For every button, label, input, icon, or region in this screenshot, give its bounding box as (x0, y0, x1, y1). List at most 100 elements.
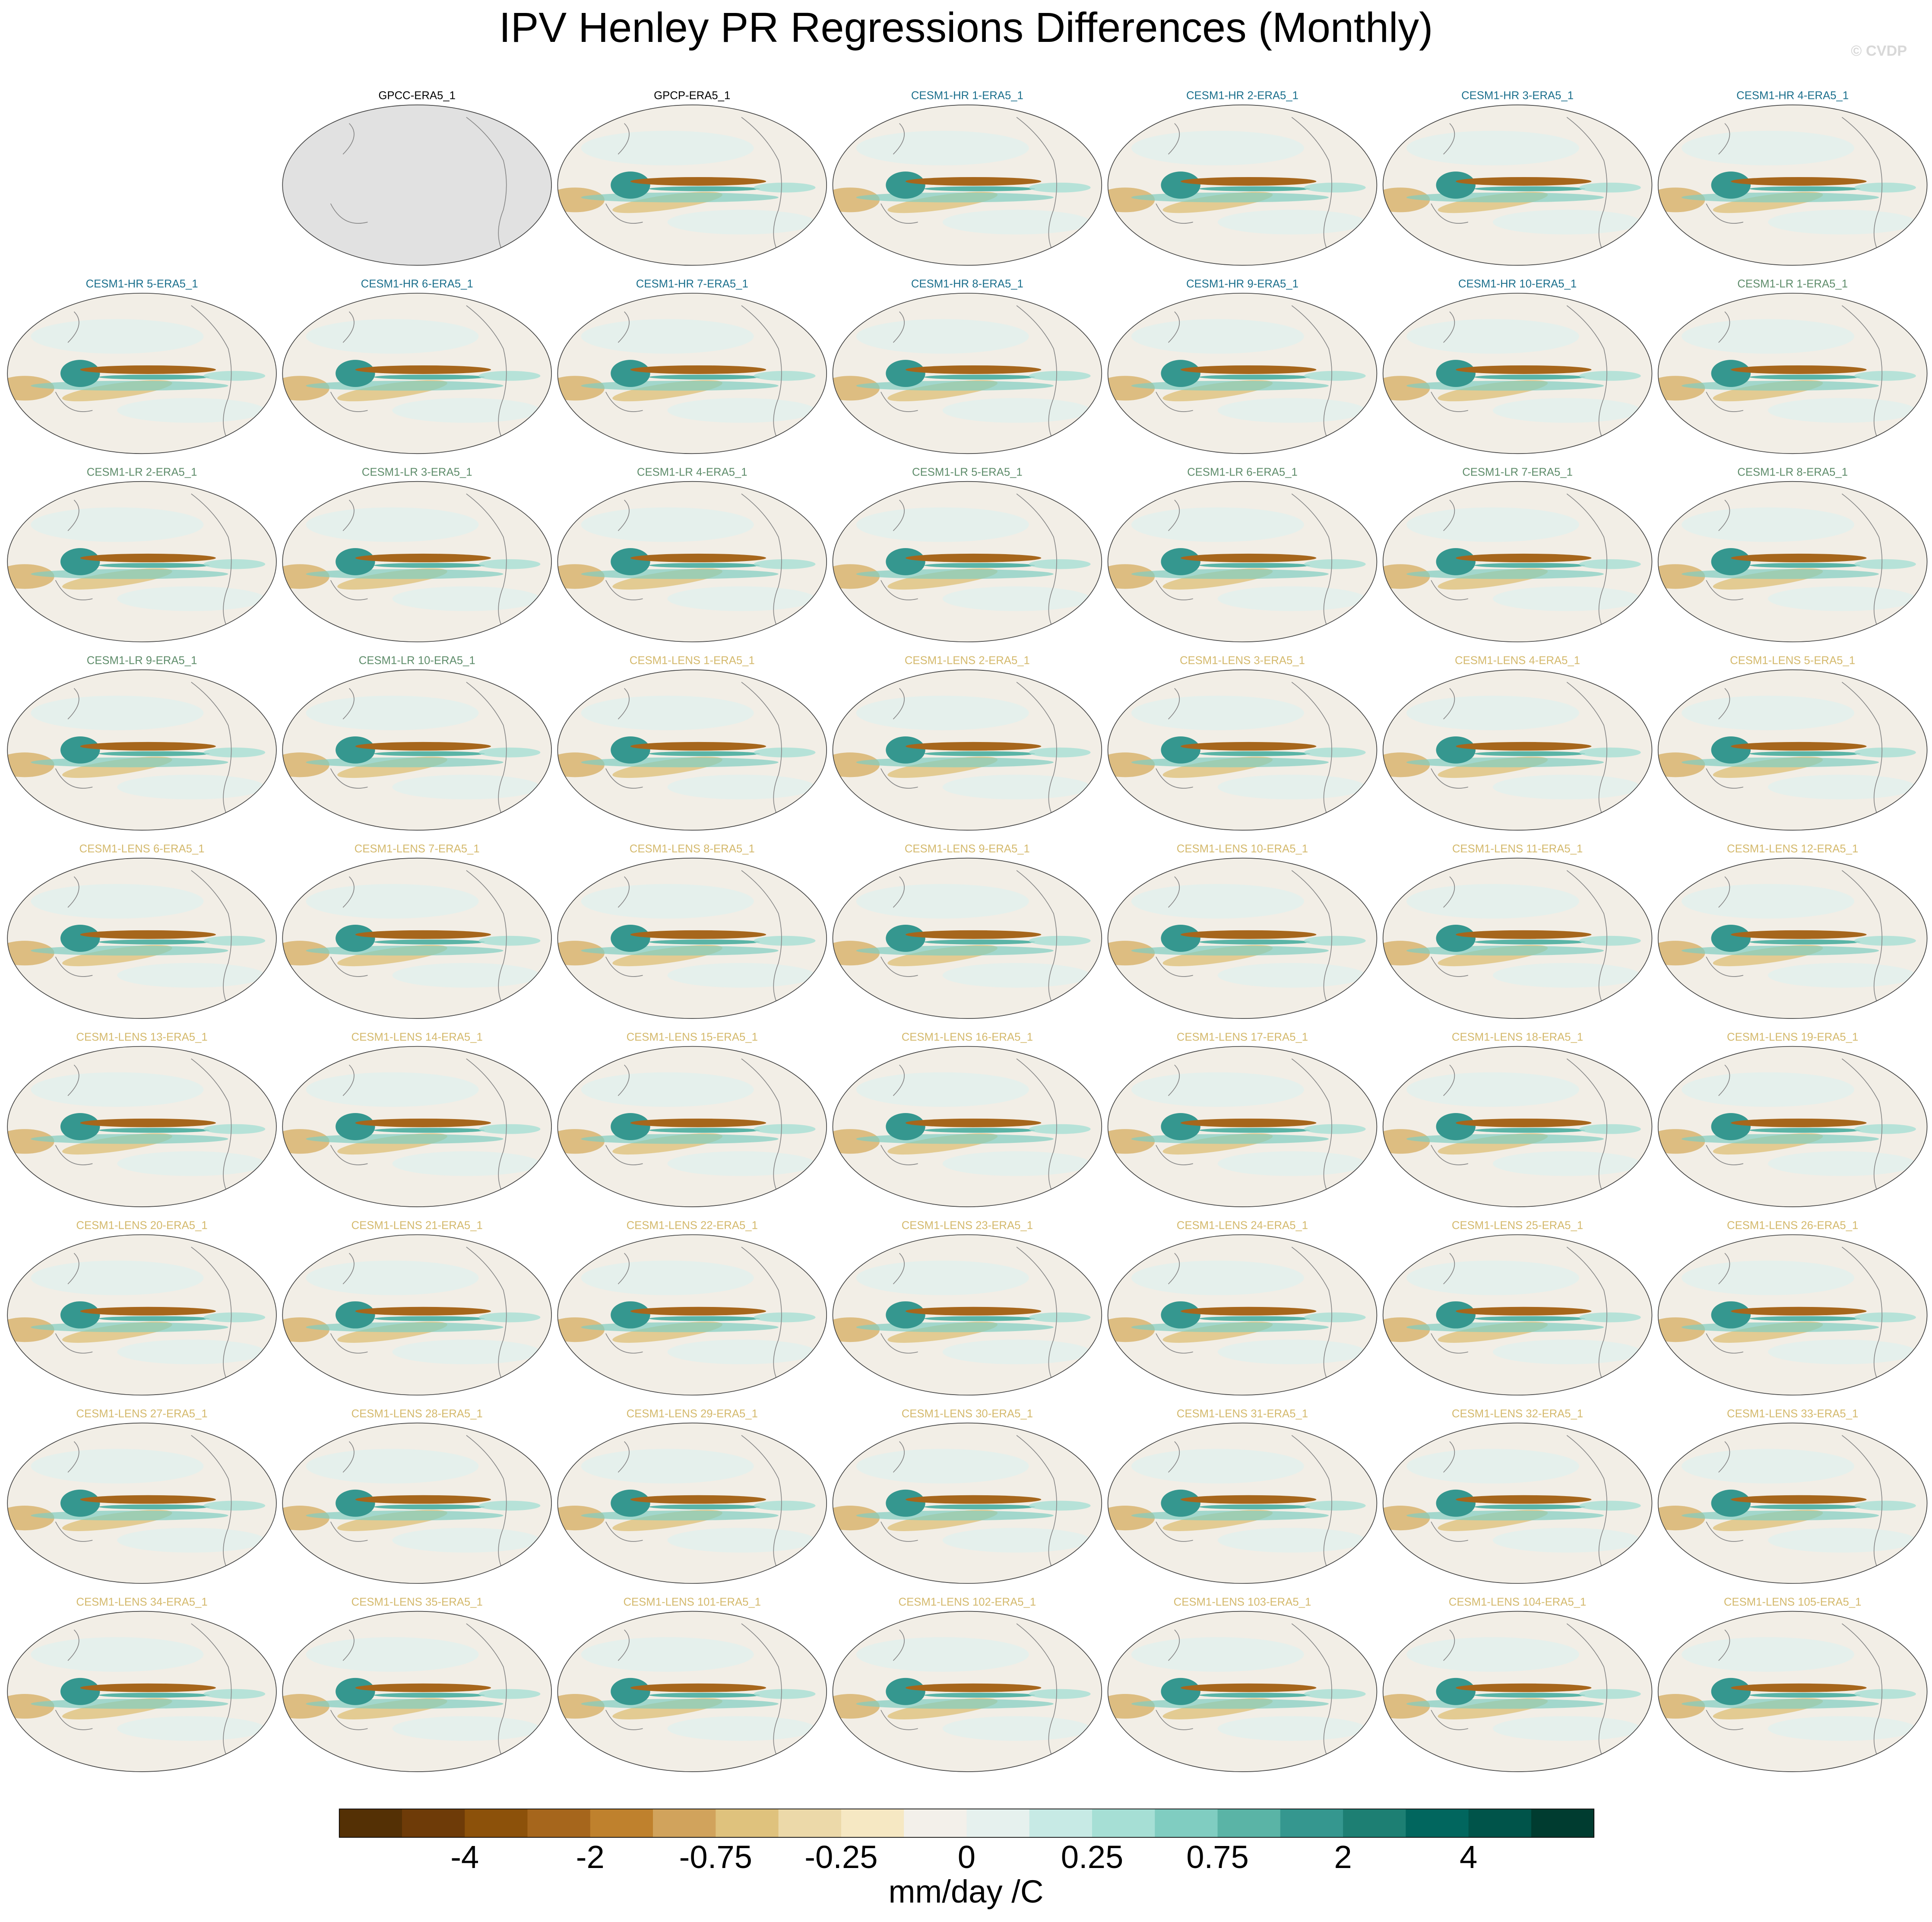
map-field (270, 480, 553, 643)
map-field (1371, 292, 1653, 455)
map-field (281, 104, 553, 266)
colorbar-box (1217, 1809, 1281, 1838)
map-field (820, 480, 1103, 643)
map-panel: CESM1-HR 8-ERA5_1 (820, 278, 1103, 455)
map-field (0, 292, 278, 455)
map-panel: CESM1-HR 1-ERA5_1 (820, 90, 1103, 266)
map-panel: CESM1-LR 8-ERA5_1 (1646, 466, 1928, 643)
map-field (0, 1045, 278, 1208)
panel-title: CESM1-LENS 33-ERA5_1 (1727, 1408, 1858, 1420)
colorbar-tick-label: -2 (576, 1839, 605, 1875)
panel-title: CESM1-LR 2-ERA5_1 (87, 466, 197, 479)
map-panel: CESM1-LENS 18-ERA5_1 (1371, 1031, 1653, 1208)
panel-title: CESM1-LENS 3-ERA5_1 (1180, 655, 1305, 667)
panel-title: CESM1-LENS 7-ERA5_1 (355, 843, 480, 855)
map-field (820, 1234, 1103, 1396)
map-panel: CESM1-LENS 17-ERA5_1 (1096, 1031, 1378, 1208)
map-field (270, 1045, 553, 1208)
map-panel: CESM1-LR 4-ERA5_1 (545, 466, 828, 643)
map-field (545, 104, 828, 266)
panel-title: CESM1-LR 7-ERA5_1 (1462, 466, 1573, 479)
panel-title: CESM1-LENS 23-ERA5_1 (902, 1219, 1033, 1231)
map-panel: CESM1-LENS 20-ERA5_1 (0, 1219, 278, 1396)
panel-title: CESM1-LENS 31-ERA5_1 (1177, 1408, 1308, 1420)
map-panel: CESM1-LENS 28-ERA5_1 (270, 1408, 553, 1584)
map-panel: CESM1-LENS 4-ERA5_1 (1371, 655, 1653, 831)
panel-title: CESM1-HR 10-ERA5_1 (1458, 278, 1577, 290)
map-field (820, 1045, 1103, 1208)
panel-title: CESM1-LENS 26-ERA5_1 (1727, 1219, 1858, 1231)
panel-title: CESM1-LENS 25-ERA5_1 (1452, 1219, 1583, 1231)
map-panel: CESM1-HR 10-ERA5_1 (1371, 278, 1653, 455)
colorbar-box (339, 1809, 402, 1838)
panel-title: CESM1-LENS 18-ERA5_1 (1452, 1031, 1583, 1043)
map-field (0, 669, 278, 831)
map-panel: CESM1-HR 6-ERA5_1 (270, 278, 553, 455)
map-field (1646, 104, 1928, 266)
panel-title: CESM1-LENS 15-ERA5_1 (627, 1031, 758, 1043)
panel-title: CESM1-HR 1-ERA5_1 (911, 90, 1023, 102)
map-field (270, 1610, 553, 1773)
map-field (1646, 857, 1928, 1020)
map-panel: CESM1-LR 2-ERA5_1 (0, 466, 278, 643)
map-panel: CESM1-LR 3-ERA5_1 (270, 466, 553, 643)
map-panel: CESM1-LENS 101-ERA5_1 (545, 1596, 828, 1773)
panel-title: CESM1-HR 3-ERA5_1 (1461, 90, 1574, 102)
colorbar-box (778, 1809, 842, 1838)
map-field (1096, 669, 1378, 831)
map-panel: GPCP-ERA5_1 (545, 90, 828, 266)
colorbar-box (465, 1809, 528, 1838)
map-panel: CESM1-HR 7-ERA5_1 (545, 278, 828, 455)
map-field (820, 1422, 1103, 1585)
map-panel: CESM1-LR 9-ERA5_1 (0, 655, 278, 831)
panel-title: CESM1-LENS 29-ERA5_1 (627, 1408, 758, 1420)
colorbar-tick-label: -0.75 (679, 1839, 752, 1875)
map-panel: CESM1-HR 4-ERA5_1 (1646, 90, 1928, 266)
map-field (0, 1610, 278, 1773)
map-panel: CESM1-LENS 22-ERA5_1 (545, 1219, 828, 1396)
map-panel: CESM1-LENS 5-ERA5_1 (1646, 655, 1928, 831)
map-panel: CESM1-LENS 31-ERA5_1 (1096, 1408, 1378, 1584)
panel-title: CESM1-LR 10-ERA5_1 (359, 655, 475, 667)
map-panel: CESM1-LENS 34-ERA5_1 (0, 1596, 278, 1773)
panel-title: CESM1-LR 8-ERA5_1 (1737, 466, 1848, 479)
colorbar-box (1029, 1809, 1093, 1838)
panel-title: CESM1-LR 5-ERA5_1 (912, 466, 1023, 479)
title: IPV Henley PR Regressions Differences (M… (499, 4, 1433, 51)
colorbar-box (527, 1809, 591, 1838)
map-field (270, 857, 553, 1020)
map-panel: CESM1-LR 7-ERA5_1 (1371, 466, 1653, 643)
map-panel: CESM1-LR 5-ERA5_1 (820, 466, 1103, 643)
map-field (820, 1610, 1103, 1773)
map-panel: CESM1-LENS 35-ERA5_1 (270, 1596, 553, 1773)
colorbar-box (1092, 1809, 1156, 1838)
panel-title: CESM1-LENS 13-ERA5_1 (76, 1031, 207, 1043)
panel-title: CESM1-HR 4-ERA5_1 (1736, 90, 1849, 102)
panel-title: CESM1-HR 5-ERA5_1 (86, 278, 198, 290)
colorbar-box (1406, 1809, 1469, 1838)
panel-title: CESM1-HR 9-ERA5_1 (1186, 278, 1299, 290)
panel-title: CESM1-LENS 12-ERA5_1 (1727, 843, 1858, 855)
map-field (820, 104, 1103, 266)
panel-title: CESM1-LENS 105-ERA5_1 (1724, 1596, 1862, 1608)
map-panel: CESM1-LR 1-ERA5_1 (1646, 278, 1928, 455)
colorbar-box (590, 1809, 653, 1838)
colorbar-frame (339, 1808, 1595, 1838)
map-field (1096, 1045, 1378, 1208)
map-panel: CESM1-LENS 105-ERA5_1 (1646, 1596, 1928, 1773)
map-panel: CESM1-LENS 9-ERA5_1 (820, 843, 1103, 1020)
map-field (1371, 1610, 1653, 1773)
panel-title: GPCC-ERA5_1 (378, 90, 456, 102)
map-panel: CESM1-LENS 7-ERA5_1 (270, 843, 553, 1020)
panel-title: CESM1-LENS 6-ERA5_1 (79, 843, 205, 855)
map-panel: CESM1-LENS 25-ERA5_1 (1371, 1219, 1653, 1396)
map-panel: CESM1-LENS 16-ERA5_1 (820, 1031, 1103, 1208)
map-panel: CESM1-LENS 24-ERA5_1 (1096, 1219, 1378, 1396)
map-panel: CESM1-LENS 15-ERA5_1 (545, 1031, 828, 1208)
map-panel: GPCC-ERA5_1 (281, 90, 553, 266)
map-field (1096, 1234, 1378, 1396)
panel-title: CESM1-LENS 2-ERA5_1 (905, 655, 1030, 667)
map-panel: CESM1-LENS 33-ERA5_1 (1646, 1408, 1928, 1584)
panel-title: GPCP-ERA5_1 (654, 90, 730, 102)
